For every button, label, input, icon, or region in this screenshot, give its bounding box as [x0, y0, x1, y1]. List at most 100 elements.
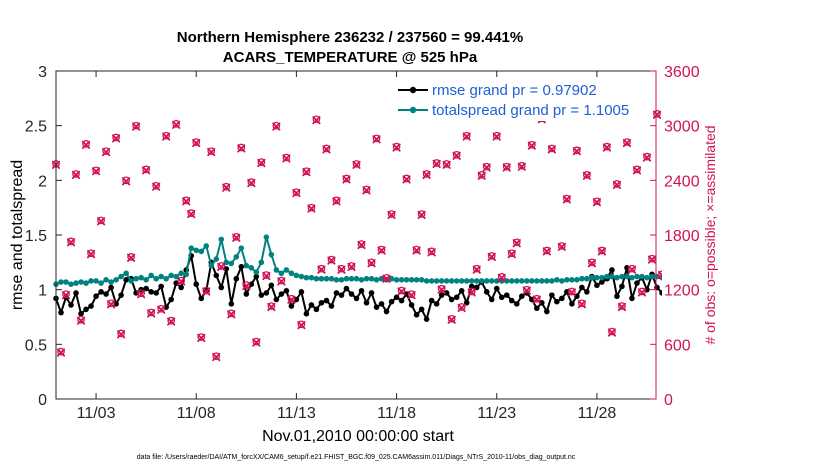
series-point [483, 289, 490, 295]
obs-assimilated-marker [237, 144, 246, 153]
y-tick-label: 1 [38, 283, 47, 300]
series-point [178, 284, 185, 291]
obs-assimilated-marker [232, 233, 241, 242]
obs-possible-marker [97, 216, 105, 225]
series-point [358, 287, 365, 294]
obs-assimilated-marker [76, 316, 86, 325]
y-axis-label: rmse and totalspread [9, 160, 26, 310]
obs-assimilated-marker [242, 281, 251, 291]
series-point [208, 262, 215, 269]
obs-assimilated-marker [101, 147, 111, 157]
series-point [328, 303, 335, 309]
series-point [443, 290, 450, 296]
series-point [338, 277, 345, 283]
series-point [659, 290, 662, 296]
obs-possible-marker [618, 302, 626, 310]
obs-assimilated-marker [592, 198, 602, 207]
series-point [253, 273, 260, 280]
series-point [273, 296, 280, 303]
series-point [468, 283, 475, 290]
series-point [503, 292, 510, 298]
series-point [118, 292, 124, 298]
obs-assimilated-marker [472, 265, 481, 274]
obs-assimilated-marker [392, 143, 401, 152]
obs-assimilated-marker [56, 348, 66, 357]
series-point [283, 267, 290, 273]
series-point [313, 275, 320, 282]
series-point [198, 248, 205, 255]
series-point [163, 275, 169, 282]
series-point [333, 277, 340, 283]
obs-assimilated-marker [287, 295, 296, 304]
series-point [153, 275, 159, 282]
series-point [584, 289, 590, 295]
series-point [589, 274, 595, 281]
obs-assimilated-marker [247, 178, 256, 188]
chart-subtitle: ACARS_TEMPERATURE @ 525 hPa [223, 49, 478, 66]
obs-assimilated-marker [502, 163, 511, 172]
series-point [313, 306, 320, 313]
series-point [213, 256, 220, 262]
series-point [599, 279, 605, 285]
series-point [443, 278, 450, 284]
obs-assimilated-marker [147, 309, 156, 318]
obs-possible-marker [292, 188, 301, 197]
series-point [203, 243, 210, 249]
obs-assimilated-marker [547, 145, 556, 154]
obs-assimilated-marker [567, 288, 576, 297]
series-point [544, 278, 550, 284]
series-point [283, 287, 290, 294]
obs-possible-marker [282, 153, 291, 162]
series-point [363, 299, 370, 306]
x-tick-label: 11/23 [477, 405, 516, 422]
series-point [333, 290, 340, 296]
obs-possible-marker [472, 264, 481, 273]
series-point [328, 275, 335, 282]
obs-possible-marker [422, 170, 431, 178]
series-point [448, 278, 455, 284]
obs-assimilated-marker [562, 195, 571, 204]
obs-possible-marker [217, 262, 226, 270]
series-point [148, 272, 154, 279]
obs-possible-marker [172, 119, 181, 128]
series-point [393, 277, 400, 283]
series-point [579, 275, 585, 282]
obs-possible-marker [417, 210, 426, 218]
series-point [488, 278, 495, 284]
series-point [143, 277, 149, 283]
obs-assimilated-marker [507, 250, 516, 259]
series-point [323, 275, 330, 282]
series-point [559, 295, 565, 302]
series-point [128, 278, 134, 284]
series-point [363, 275, 370, 282]
obs-possible-marker [563, 194, 571, 203]
obs-assimilated-marker [106, 300, 116, 309]
obs-assimilated-marker [257, 158, 266, 168]
series-point [68, 281, 74, 288]
obs-assimilated-marker [262, 271, 271, 281]
series-point [398, 277, 405, 283]
series-point [619, 283, 625, 290]
obs-possible-marker [497, 273, 506, 281]
series-point [644, 274, 650, 281]
obs-possible-marker [467, 287, 476, 296]
series-point [268, 282, 275, 289]
series-point [433, 301, 440, 307]
obs-possible-marker [573, 146, 581, 155]
obs-possible-marker [197, 333, 206, 341]
obs-assimilated-marker [297, 321, 306, 330]
obs-assimilated-marker [91, 167, 101, 176]
series-point [213, 272, 220, 279]
series-point [624, 273, 630, 280]
obs-possible-marker [82, 140, 90, 148]
obs-possible-marker [222, 182, 231, 191]
legend-box [394, 79, 650, 121]
obs-assimilated-marker [622, 138, 632, 148]
obs-assimilated-marker [217, 262, 226, 271]
series-point [423, 316, 430, 322]
series-2 [52, 109, 662, 361]
series-point [168, 272, 174, 279]
obs-possible-marker [613, 180, 621, 188]
obs-assimilated-marker [452, 151, 461, 160]
series-point [388, 298, 395, 305]
